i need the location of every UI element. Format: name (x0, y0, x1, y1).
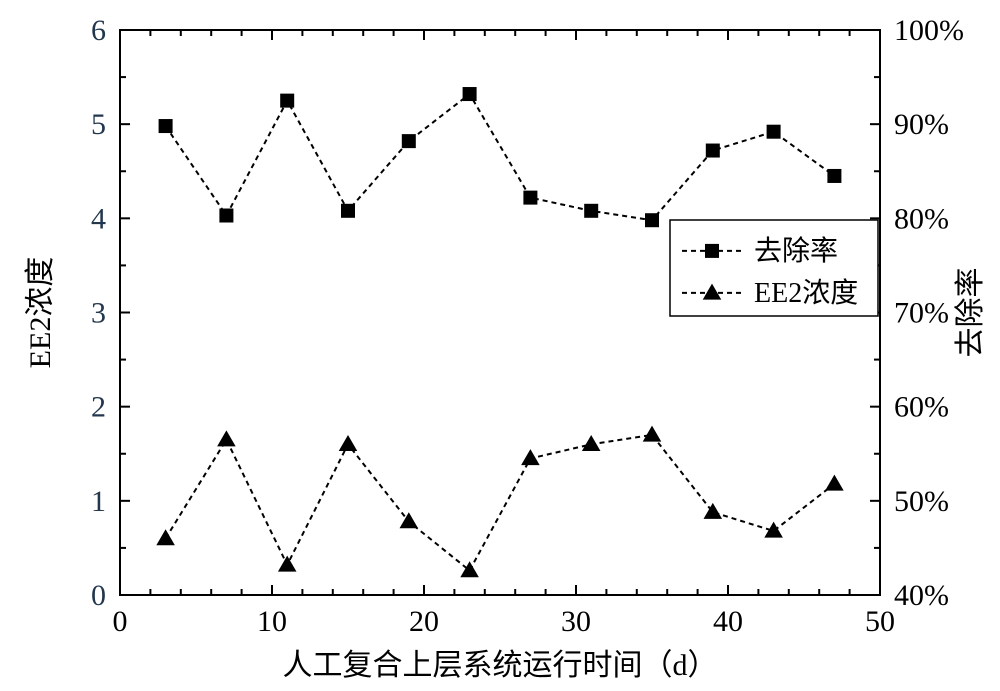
legend-label: EE2浓度 (754, 277, 858, 309)
chart-container: 0 10 20 30 40 50 0 1 2 3 4 5 6 40% 50% 60% 70% 80% 90% 100%… (0, 0, 1000, 691)
y-left-tick-label: 5 (91, 108, 106, 141)
y-right-tick-label: 40% (894, 579, 949, 612)
y-left-tick-label: 1 (91, 485, 106, 518)
data-point (827, 169, 841, 183)
data-point (402, 134, 416, 148)
y-right-axis-label: 去除率 (954, 268, 987, 358)
data-point (767, 125, 781, 139)
y-left-tick-label: 4 (91, 202, 106, 235)
y-right-tick-label: 80% (894, 202, 949, 235)
legend: 去除率 EE2浓度 (670, 220, 878, 316)
data-point (280, 94, 294, 108)
x-tick-label: 20 (409, 605, 439, 638)
data-point (463, 87, 477, 101)
data-point (523, 191, 537, 205)
y-left-axis-label: EE2浓度 (24, 257, 57, 369)
x-tick-label: 10 (257, 605, 287, 638)
y-left-tick-label: 6 (91, 14, 106, 47)
y-right-tick-label: 70% (894, 297, 949, 330)
x-tick-label: 0 (113, 605, 128, 638)
y-left-tick-label: 0 (91, 579, 106, 612)
chart-svg: 0 10 20 30 40 50 0 1 2 3 4 5 6 40% 50% 60% 70% 80% 90% 100%… (0, 0, 1000, 691)
data-point (584, 204, 598, 218)
y-right-tick-label: 60% (894, 391, 949, 424)
y-right-tick-label: 50% (894, 485, 949, 518)
y-left-tick-label: 2 (91, 391, 106, 424)
data-point (159, 119, 173, 133)
x-tick-label: 40 (713, 605, 743, 638)
legend-label: 去除率 (754, 235, 838, 267)
data-point (341, 204, 355, 218)
y-left-tick-label: 3 (91, 297, 106, 330)
data-point (219, 209, 233, 223)
y-right-tick-label: 90% (894, 108, 949, 141)
x-tick-label: 50 (865, 605, 895, 638)
data-point (645, 213, 659, 227)
x-axis-label: 人工复合上层系统运行时间（d） (283, 649, 718, 682)
y-right-tick-label: 100% (894, 14, 964, 47)
data-point (706, 144, 720, 158)
x-tick-label: 30 (561, 605, 591, 638)
